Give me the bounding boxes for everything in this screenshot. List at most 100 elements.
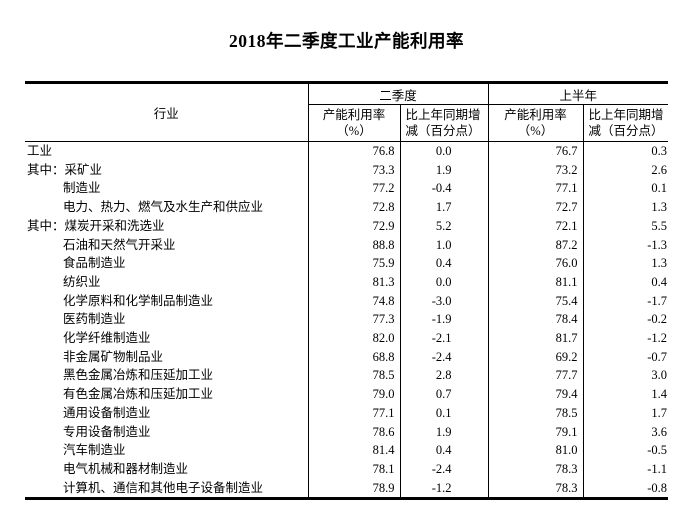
q2-utilization-cell: 77.3 (308, 310, 401, 330)
h1-change-cell: -1.2 (647, 331, 668, 346)
q2-utilization-cell: 68.8 (308, 347, 401, 367)
table-row: 汽车制造业 81.4 0.4 81.0 -0.5 (25, 441, 668, 460)
table-row: 化学纤维制造业 82.0 -2.1 81.7 -1.2 (25, 329, 668, 348)
industry-cell: 化学原料和化学制品制造业 (25, 291, 309, 311)
table-row: 黑色金属冶炼和压延加工业 78.5 2.8 77.7 3.0 (25, 366, 668, 386)
industry-cell: 其中：采矿业 (25, 160, 309, 180)
industry-cell: 有色金属冶炼和压延加工业 (25, 385, 309, 404)
table-row: 食品制造业 75.9 0.4 76.0 1.3 (25, 254, 668, 273)
q2-change-cell: 1.7 (400, 198, 489, 217)
h1-utilization-cell: 78.5 (488, 403, 584, 423)
column-group-header-q2: 二季度 (308, 82, 489, 105)
table-body: 工业 76.8 0.0 76.7 0.3 其中：采矿业 73.3 1.9 73.2 2.6 制造业 7… (25, 141, 668, 499)
q2-change-cell: -2.4 (400, 347, 489, 367)
q2-change-cell: 0.1 (400, 403, 489, 423)
column-group-header-h1: 上半年 (487, 82, 669, 105)
h1-utilization-cell: 77.7 (488, 366, 584, 386)
industry-cell: 纺织业 (25, 272, 309, 292)
table-row: 其中：煤炭开采和洗选业 72.9 5.2 72.1 5.5 (25, 216, 668, 236)
h1-utilization-cell: 87.2 (488, 235, 584, 255)
q2-change-cell: 1.9 (400, 422, 489, 442)
q2-change-cell: 0.0 (400, 141, 489, 161)
q2-change-cell: -1.2 (400, 478, 489, 499)
h1-utilization-cell: 73.2 (488, 160, 584, 180)
h1-change-cell: 1.3 (651, 256, 668, 271)
q2-utilization-cell: 78.6 (308, 422, 401, 442)
h1-utilization-cell: 78.3 (488, 459, 584, 479)
change-header-line2: 减（百分点） (588, 124, 664, 138)
industry-cell: 电力、热力、燃气及水生产和供应业 (25, 198, 309, 217)
q2-change-cell: -3.0 (400, 291, 489, 311)
q2-utilization-cell: 81.4 (308, 441, 401, 460)
industry-cell: 其中：煤炭开采和洗选业 (25, 216, 309, 236)
industry-cell: 化学纤维制造业 (25, 329, 309, 348)
utilization-header-line1: 产能利用率 (504, 108, 567, 122)
q2-utilization-cell: 74.8 (308, 291, 401, 311)
h1-change-cell: -1.7 (647, 293, 668, 308)
page-title: 2018年二季度工业产能利用率 (229, 31, 464, 51)
table-row: 工业 76.8 0.0 76.7 0.3 (25, 141, 668, 161)
table-row: 化学原料和化学制品制造业 74.8 -3.0 75.4 -1.7 (25, 291, 668, 311)
h1-utilization-cell: 78.3 (488, 478, 584, 499)
change-header-line1: 比上年同期增 (588, 108, 664, 122)
h1-utilization-cell: 76.7 (488, 141, 584, 161)
column-header-industry: 行业 (25, 82, 309, 142)
h1-change-cell: -1.3 (647, 237, 668, 252)
h1-utilization-cell: 79.1 (488, 422, 584, 442)
h1-utilization-cell: 72.7 (488, 198, 584, 217)
industry-cell: 工业 (25, 141, 309, 161)
h1-change-cell: 1.3 (651, 200, 668, 215)
table-header: 行业 二季度 上半年 产能利用率 （%） 比上年同期增 减（百分点） 产能利用率… (25, 82, 669, 142)
q2-change-cell: 0.4 (400, 254, 489, 273)
column-header-h1-change: 比上年同期增 减（百分点） (583, 104, 669, 142)
industry-cell: 通用设备制造业 (25, 403, 309, 423)
h1-change-cell: -0.7 (647, 349, 668, 364)
h1-utilization-cell: 81.1 (488, 272, 584, 292)
column-header-q2-change: 比上年同期增 减（百分点） (400, 104, 489, 142)
change-header-line2: 减（百分点） (405, 124, 481, 138)
q2-utilization-cell: 78.5 (308, 366, 401, 386)
industry-cell: 专用设备制造业 (25, 422, 309, 442)
q2-change-cell: -2.4 (400, 459, 489, 479)
h1-utilization-cell: 69.2 (488, 347, 584, 367)
q2-utilization-cell: 72.8 (308, 198, 401, 217)
table-row: 其中：采矿业 73.3 1.9 73.2 2.6 (25, 160, 668, 180)
q2-change-cell: 2.8 (400, 366, 489, 386)
q2-change-cell: -2.1 (400, 329, 489, 348)
utilization-header-line1: 产能利用率 (322, 108, 386, 122)
q2-change-cell: 0.7 (400, 385, 489, 404)
column-header-h1-utilization: 产能利用率 （%） (488, 104, 584, 142)
q2-utilization-cell: 72.9 (308, 216, 401, 236)
table-row: 计算机、通信和其他电子设备制造业 78.9 -1.2 78.3 -0.8 (25, 478, 668, 499)
group-header-row: 行业 二季度 上半年 (25, 82, 669, 142)
q2-utilization-cell: 73.3 (308, 160, 401, 180)
h1-utilization-cell: 81.7 (488, 329, 584, 348)
table-row: 石油和天然气开采业 88.8 1.0 87.2 -1.3 (25, 235, 668, 255)
table-row: 专用设备制造业 78.6 1.9 79.1 3.6 (25, 422, 668, 442)
q2-change-cell: 1.9 (400, 160, 489, 180)
table-row: 非金属矿物制品业 68.8 -2.4 69.2 -0.7 (25, 347, 668, 367)
industry-cell: 计算机、通信和其他电子设备制造业 (25, 478, 309, 499)
h1-change-cell: 0.1 (651, 181, 668, 196)
h1-utilization-cell: 78.4 (488, 310, 584, 330)
industry-cell: 黑色金属冶炼和压延加工业 (25, 366, 309, 386)
q2-change-cell: 5.2 (400, 216, 489, 236)
h1-change-cell: 1.4 (651, 387, 668, 402)
q2-change-cell: 1.0 (400, 235, 489, 255)
sub-header-row: 产能利用率 （%） 比上年同期增 减（百分点） 产能利用率 （%） 比上年同期增… (25, 104, 669, 142)
q2-change-cell: 0.0 (400, 272, 489, 292)
table-row: 电力、热力、燃气及水生产和供应业 72.8 1.7 72.7 1.3 (25, 198, 668, 217)
h1-change-cell: 0.3 (651, 144, 668, 158)
q2-utilization-cell: 82.0 (308, 329, 401, 348)
h1-change-cell: -0.8 (647, 480, 668, 495)
table-row: 医药制造业 77.3 -1.9 78.4 -0.2 (25, 310, 668, 330)
q2-utilization-cell: 77.2 (308, 179, 401, 199)
h1-change-cell: 2.6 (651, 162, 668, 177)
column-header-q2-utilization: 产能利用率 （%） (308, 104, 401, 142)
capacity-utilization-table: 行业 二季度 上半年 产能利用率 （%） 比上年同期增 减（百分点） 产能利用率… (25, 81, 669, 501)
table-row: 电气机械和器材制造业 78.1 -2.4 78.3 -1.1 (25, 459, 668, 479)
q2-change-cell: -0.4 (400, 179, 489, 199)
utilization-header-line2: （%） (336, 124, 372, 138)
table-row: 通用设备制造业 77.1 0.1 78.5 1.7 (25, 403, 668, 423)
h1-change-cell: 1.7 (651, 405, 668, 420)
